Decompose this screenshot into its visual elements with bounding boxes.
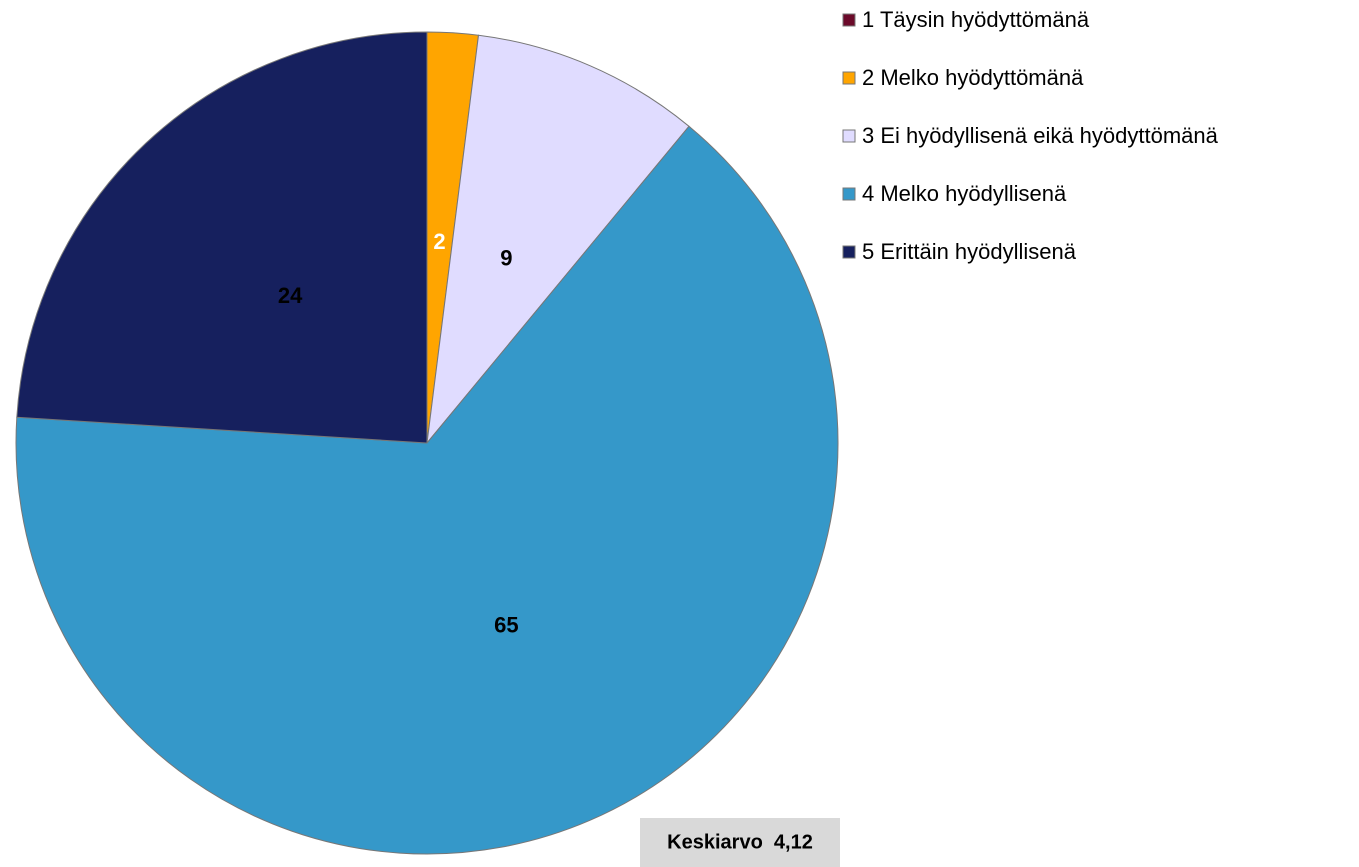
data-label: 2 [433,229,445,254]
legend-swatch [842,245,856,259]
legend-label: 5 Erittäin hyödyllisenä [862,239,1077,264]
legend-swatch [842,187,856,201]
annotation-box [640,818,840,867]
pie-slice [16,31,428,444]
data-label: 9 [500,245,512,270]
pie-slice [426,34,690,445]
legend-label: 3 Ei hyödyllisenä eikä hyödyttömänä [862,123,1219,148]
legend-swatch [842,13,856,27]
annotation: Keskiarvo 4,12 [667,831,813,853]
data-label: 24 [278,283,303,308]
legend-label: 2 Melko hyödyttömänä [862,65,1084,90]
data-label: 65 [494,612,518,637]
legend-label: 4 Melko hyödyllisenä [862,181,1067,206]
legend-label: 1 Täysin hyödyttömänä [862,7,1090,32]
legend-swatch [842,71,856,85]
pie-slice [15,125,839,855]
legend-swatch [842,129,856,143]
